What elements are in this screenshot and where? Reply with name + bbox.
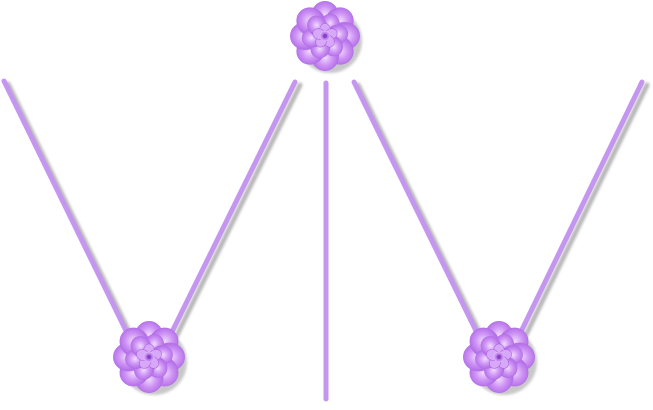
purple-flower-icon (112, 320, 187, 395)
stick-left-v-left-arm (1, 78, 139, 349)
purple-flower-icon (462, 320, 537, 395)
flower-bottom-left (112, 320, 187, 395)
flower-top-center (289, 0, 362, 73)
stick-left-v-right-arm (164, 79, 303, 348)
purple-flower-icon (289, 0, 362, 73)
stick-right-v-left-arm (351, 79, 489, 349)
flower-bottom-right (462, 320, 537, 395)
stick-right-v-right-arm (513, 79, 650, 348)
stick-center-vertical (323, 80, 334, 405)
